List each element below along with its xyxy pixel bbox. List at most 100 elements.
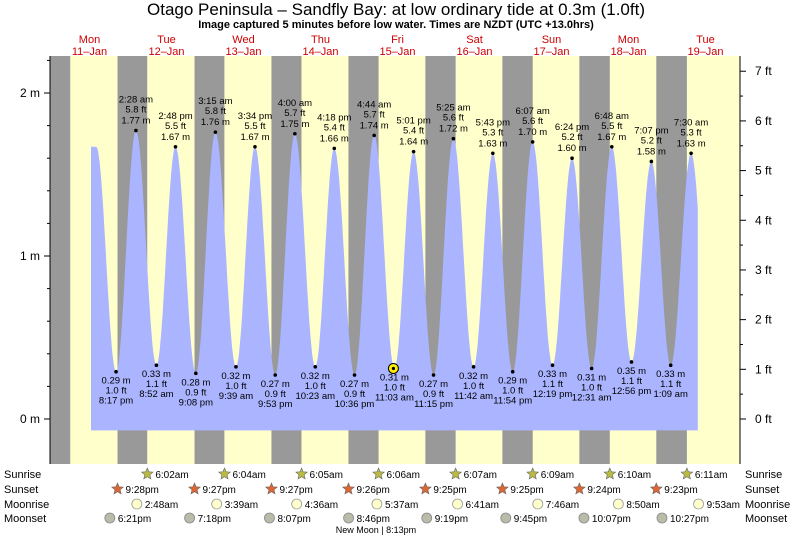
tide-height-ft: 1.0 ft xyxy=(463,381,484,392)
high-tide-label: 2:28 am5.8 ft1.77 m xyxy=(119,94,153,133)
moonrise-icon xyxy=(131,498,143,510)
tide-height-ft: 0.9 ft xyxy=(265,389,286,400)
moonrise-icon xyxy=(612,498,624,510)
tide-height-m: 0.31 m xyxy=(577,372,606,383)
tide-point xyxy=(491,151,495,156)
high-tide-label: 2:48 pm5.5 ft1.67 m xyxy=(158,111,193,149)
tide-height-ft: 5.5 ft xyxy=(601,121,622,132)
tide-height-m: 1.74 m xyxy=(360,120,389,131)
day-date: 15–Jan xyxy=(379,46,415,58)
tide-height-m: 0.33 m xyxy=(538,369,567,380)
tide-height-m: 1.67 m xyxy=(161,132,190,143)
high-tide-label: 4:44 am5.7 ft1.74 m xyxy=(357,99,391,138)
row-label-moonset-right: Moonset xyxy=(745,513,787,525)
day-name: Wed xyxy=(232,34,254,46)
current-marker-dot xyxy=(391,366,396,371)
tide-time: 11:03 am xyxy=(375,392,414,403)
day-name: Tue xyxy=(157,34,176,46)
chart-subtitle: Image captured 5 minutes before low wate… xyxy=(198,19,594,31)
tide-height-ft: 1.0 ft xyxy=(502,386,523,397)
tide-time: 10:23 am xyxy=(295,391,335,402)
row-label-moonrise-right: Moonrise xyxy=(745,499,790,511)
day-date: 17–Jan xyxy=(533,46,569,58)
moonrise-icon xyxy=(532,498,544,510)
moonrise-time: 3:39am xyxy=(225,500,258,511)
tide-height-ft: 0.9 ft xyxy=(344,389,365,400)
sunset-icon xyxy=(572,482,586,495)
moonset-icon xyxy=(184,512,196,524)
moonrise-icon xyxy=(452,498,463,510)
sunrise-icon xyxy=(526,467,540,480)
tide-point xyxy=(431,373,436,377)
tide-height-ft: 1.0 ft xyxy=(384,382,405,393)
sunrise-time: 6:02am xyxy=(155,470,188,481)
moonset-icon xyxy=(264,512,275,524)
sunrise-icon xyxy=(218,467,231,480)
tide-point xyxy=(649,159,654,164)
tide-height-ft: 5.2 ft xyxy=(641,135,662,146)
tide-height-m: 1.60 m xyxy=(558,143,587,154)
axes: 0 m 1 m 2 m 0 ft 1 ft 2 ft 3 ft 4 ft 5 ft 6 ft 7 f… xyxy=(20,56,772,464)
row-label-sunset-right: Sunset xyxy=(745,484,779,496)
sunset-time: 9:28pm xyxy=(126,485,159,496)
moonrise-icon xyxy=(693,498,704,510)
tide-height-ft: 5.8 ft xyxy=(205,106,226,117)
row-label-sunrise-right: Sunrise xyxy=(745,469,782,481)
tide-height-m: 0.28 m xyxy=(181,377,210,388)
y-tick-label-m: 1 m xyxy=(20,249,40,263)
tide-height-m: 1.63 m xyxy=(677,138,706,149)
tide-point xyxy=(352,373,357,377)
chart-title: Otago Peninsula – Sandfly Bay: at low or… xyxy=(147,0,645,19)
tide-height-ft: 1.0 ft xyxy=(581,382,602,393)
tide-point xyxy=(154,363,159,368)
y-tick-label-ft: 1 ft xyxy=(755,362,772,376)
sunset-icon xyxy=(111,482,124,495)
sunset-icon xyxy=(495,482,509,495)
low-tide-label: 0.32 m1.0 ft9:39 am xyxy=(219,365,253,402)
tide-labels: 0.29 m1.0 ft8:17 pm 2:28 am5.8 ft1.77 m 0.… xyxy=(99,94,708,410)
sunset-time: 9:26pm xyxy=(356,485,389,496)
moonset-icon xyxy=(421,512,433,524)
sunrise-time: 6:06am xyxy=(387,470,420,481)
moonrise-time: 4:36am xyxy=(305,500,338,511)
tide-height-m: 1.67 m xyxy=(597,132,626,143)
tide-height-m: 0.27 m xyxy=(261,379,290,390)
low-tide-label: 0.29 m1.0 ft8:17 pm xyxy=(99,369,133,407)
y-tick-label-ft: 3 ft xyxy=(755,263,772,277)
moonset-time: 8:46pm xyxy=(357,514,390,525)
tide-height-ft: 1.0 ft xyxy=(225,381,246,392)
tide-time: 4:18 pm xyxy=(317,112,351,123)
tide-height-ft: 5.8 ft xyxy=(125,104,146,115)
tide-height-m: 0.29 m xyxy=(498,376,527,387)
tide-height-ft: 5.7 ft xyxy=(364,109,385,120)
tide-height-ft: 5.6 ft xyxy=(443,113,464,124)
day-name: Thu xyxy=(311,34,330,46)
high-tide-label: 6:07 am5.6 ft1.70 m xyxy=(515,106,550,144)
tide-height-m: 0.27 m xyxy=(419,379,448,390)
moonrise-time: 9:53am xyxy=(707,500,740,511)
tide-point xyxy=(114,369,118,374)
tide-height-m: 0.32 m xyxy=(221,371,250,382)
tide-time: 9:08 pm xyxy=(179,397,213,408)
tide-point xyxy=(510,369,515,374)
tide-point xyxy=(313,365,318,369)
tide-time: 8:52 am xyxy=(139,389,173,400)
tide-height-ft: 5.5 ft xyxy=(244,121,265,132)
tide-height-ft: 5.3 ft xyxy=(482,127,503,138)
low-tide-label: 0.27 m0.9 ft9:53 pm xyxy=(258,373,292,410)
moonrise-icon xyxy=(211,498,223,510)
tide-time: 5:01 pm xyxy=(396,116,430,127)
moonset-icon xyxy=(578,512,590,524)
day-name: Sun xyxy=(542,34,562,46)
sunset-time: 9:23pm xyxy=(664,485,697,496)
sunset-time: 9:25pm xyxy=(433,485,466,496)
tide-height-m: 1.58 m xyxy=(637,146,666,157)
tide-point xyxy=(411,149,416,154)
tide-time: 4:44 am xyxy=(357,99,391,110)
tide-point xyxy=(213,130,218,134)
